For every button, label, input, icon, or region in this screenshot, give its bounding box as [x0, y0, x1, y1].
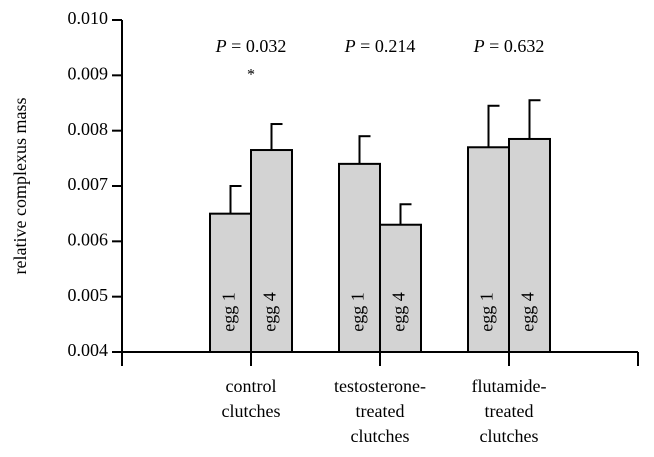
y-tick-label: 0.008: [68, 119, 109, 139]
bar-label: egg 1: [219, 292, 239, 332]
bar: [379, 223, 422, 354]
x-tick-label: treated: [485, 401, 534, 421]
y-tick-label: 0.005: [68, 285, 109, 305]
x-tick-label: treated: [356, 401, 405, 421]
p-text: = 0.632: [489, 36, 544, 56]
x-tick-label: clutches: [480, 426, 539, 446]
y-tick-label: 0.004: [68, 340, 109, 360]
bar: [209, 212, 252, 353]
x-tick-label: clutches: [351, 426, 410, 446]
bar: [338, 162, 381, 353]
p-symbol: P: [344, 36, 356, 56]
bar: [508, 137, 551, 353]
bar-label: egg 4: [518, 292, 538, 332]
bar: [250, 149, 293, 353]
x-tick-label: testosterone-: [334, 376, 426, 396]
bar-label: egg 4: [389, 292, 409, 332]
p-value: P = 0.032: [215, 36, 287, 56]
bar-label: egg 4: [260, 292, 280, 332]
y-tick-label: 0.009: [68, 63, 109, 83]
significance-mark: *: [247, 67, 255, 84]
x-tick-label: clutches: [222, 401, 281, 421]
p-text: = 0.214: [360, 36, 415, 56]
y-tick-label: 0.010: [68, 8, 109, 28]
bar: [467, 146, 510, 353]
p-text: = 0.032: [231, 36, 286, 56]
p-value: P = 0.214: [344, 36, 416, 56]
p-symbol: P: [473, 36, 485, 56]
p-value: P = 0.632: [473, 36, 545, 56]
bar-label: egg 1: [477, 292, 497, 332]
x-tick-label: control: [226, 376, 277, 396]
p-symbol: P: [215, 36, 227, 56]
y-tick-label: 0.006: [68, 229, 109, 249]
bar-label: egg 1: [348, 292, 368, 332]
x-tick-label: flutamide-: [472, 376, 547, 396]
y-tick-label: 0.007: [68, 174, 109, 194]
y-axis-label: relative complexus mass: [10, 98, 30, 275]
